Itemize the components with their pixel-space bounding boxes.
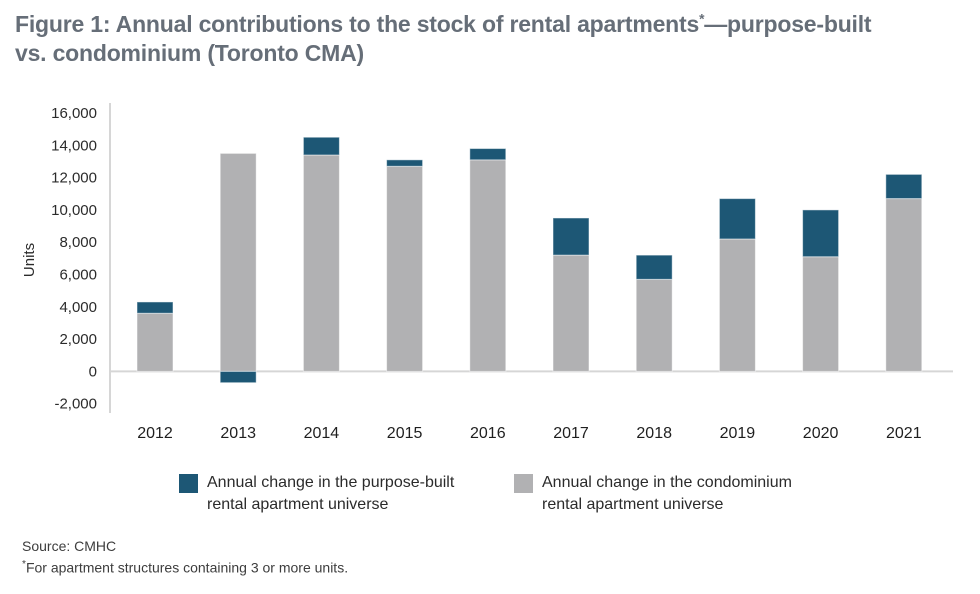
figure-title-text-after: —purpose-built <box>704 11 872 37</box>
bar-segment-2012-series0 <box>136 301 174 314</box>
legend-swatch-condominium <box>514 474 533 493</box>
y-tick-label: -2,000 <box>54 396 97 413</box>
y-tick-label: 4,000 <box>59 299 97 316</box>
bar-segment-2013-series0 <box>219 370 257 384</box>
bar-segment-2012-series1 <box>136 312 174 372</box>
y-tick-label: 6,000 <box>59 267 97 284</box>
figure-title-text: Figure 1: Annual contributions to the st… <box>15 11 700 37</box>
bar-chart: -2,000 0 2,000 4,000 6,000 8,000 10,000 12,000 1… <box>21 103 953 442</box>
bar-segment-2014-series1 <box>302 154 340 372</box>
x-tick-label: 2013 <box>220 425 256 442</box>
legend-swatch-purpose-built <box>179 474 198 493</box>
bar-segment-2015-series1 <box>386 165 424 372</box>
legend-label-line: Annual change in the condominium <box>542 474 792 491</box>
legend-label-line: rental apartment universe <box>207 495 389 513</box>
bar-segment-2019-series1 <box>718 238 756 372</box>
bar-segment-2019-series0 <box>718 198 756 240</box>
bar-segment-2020-series0 <box>802 209 840 258</box>
figure-footer: Source: CMHC *For apartment structures c… <box>22 536 348 579</box>
y-tick-label: 2,000 <box>59 331 97 348</box>
legend-item-purpose-built: Annual change in the purpose-built renta… <box>179 472 454 515</box>
figure-title-line1: Figure 1: Annual contributions to the st… <box>15 10 967 39</box>
x-tick-label: 2016 <box>470 425 506 442</box>
bar-segment-2014-series0 <box>302 136 340 156</box>
bar-segment-2018-series0 <box>635 254 673 280</box>
y-axis-title: Units <box>21 243 38 277</box>
footnote: *For apartment structures containing 3 o… <box>22 557 348 579</box>
x-tick-label: 2014 <box>304 425 340 442</box>
y-tick-label: 16,000 <box>51 105 97 122</box>
title-footnote-marker: * <box>699 11 705 27</box>
y-tick-label: 12,000 <box>51 170 97 187</box>
x-tick-label: 2019 <box>720 425 756 442</box>
figure-title-line2: vs. condominium (Toronto CMA) <box>15 40 364 67</box>
legend-label-purpose-built: Annual change in the purpose-built renta… <box>207 472 454 515</box>
legend-item-condominium: Annual change in the condominium rental … <box>514 472 792 515</box>
x-tick-label: 2018 <box>636 425 672 442</box>
y-tick-label: 14,000 <box>51 137 97 154</box>
bar-segment-2020-series1 <box>802 256 840 372</box>
footnote-text: For apartment structures containing 3 or… <box>25 559 349 576</box>
legend-label-line: Annual change in the purpose-built <box>207 474 455 491</box>
x-tick-label: 2015 <box>387 425 423 442</box>
bar-segment-2016-series1 <box>469 159 507 372</box>
bar-segment-2021-series1 <box>885 198 923 372</box>
x-tick-label: 2017 <box>553 425 589 442</box>
y-tick-label: 8,000 <box>59 234 97 251</box>
bar-segment-2015-series0 <box>386 159 424 167</box>
bar-segment-2017-series0 <box>552 217 590 256</box>
bar-segment-2021-series0 <box>885 173 923 200</box>
y-tick-label: 10,000 <box>51 202 97 219</box>
bar-segment-2016-series0 <box>469 148 507 161</box>
y-tick-label: 0 <box>89 363 97 380</box>
legend-label-condominium: Annual change in the condominium rental … <box>542 472 792 515</box>
bar-segment-2018-series1 <box>635 278 673 372</box>
x-tick-label: 2020 <box>803 425 839 442</box>
source-note: Source: CMHC <box>22 538 117 554</box>
legend-label-line: rental apartment universe <box>542 495 724 513</box>
figure-title: Figure 1: Annual contributions to the st… <box>15 10 967 68</box>
x-tick-label: 2012 <box>137 425 173 442</box>
bar-segment-2013-series1 <box>219 152 257 372</box>
x-tick-label: 2021 <box>886 425 922 442</box>
footnote-marker: * <box>22 559 26 570</box>
bar-segment-2017-series1 <box>552 254 590 372</box>
